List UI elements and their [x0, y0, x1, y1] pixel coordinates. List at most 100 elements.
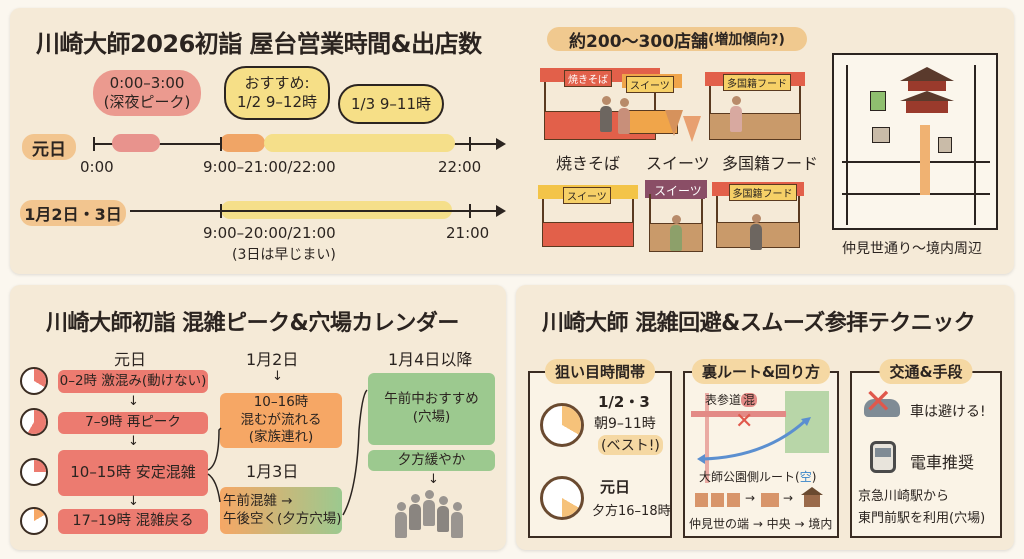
- row-label-jan2-3: 1月2日・3日: [20, 200, 126, 226]
- clock-icon: [20, 367, 48, 395]
- stores-count: 約200〜300店舗: [569, 31, 709, 52]
- day4-line: 午前中おすすめ: [384, 391, 479, 408]
- flow-arrows: [207, 389, 368, 516]
- tick: [469, 137, 471, 151]
- slot1-time: 朝9–11時: [594, 416, 656, 432]
- shops-icon: [695, 493, 741, 507]
- area-map: [832, 53, 998, 230]
- row-label-new-year: 元日: [22, 134, 76, 160]
- time-heading: 狙い目時間帯: [544, 359, 656, 384]
- bubble-recommend-jan3: 1/3 9–11時: [338, 84, 444, 124]
- down-arrow: ↓: [272, 369, 283, 384]
- transport-heading: 交通&手段: [879, 359, 973, 384]
- day3-heading: 1月3日: [246, 462, 299, 481]
- park-area: [870, 91, 886, 111]
- bubble-text: 1/2 9–12時: [236, 93, 318, 111]
- day3-line: 午後空く(夕方穴場): [223, 510, 342, 527]
- store-hours-title: 川崎大師2026初詣 屋台営業時間&出店数: [32, 24, 486, 61]
- day4-box: 午前中おすすめ (穴場): [368, 373, 495, 445]
- congested-tag: 混: [741, 393, 758, 407]
- time-card: 狙い目時間帯 1/2・3 朝9–11時 (ベスト!) 元日 夕方16–18時: [528, 359, 672, 538]
- bar-open-hours: [264, 134, 455, 152]
- stores-count-badge: 約200〜300店舗 (増加傾向?): [547, 27, 807, 52]
- day2-line: (家族連れ): [248, 429, 314, 446]
- car-icon: [864, 399, 900, 417]
- bar-late-night-peak: [112, 134, 160, 152]
- range-note: (3日は早じまい): [232, 247, 336, 263]
- stores-note: (増加傾向?): [708, 32, 785, 48]
- category-sweets: スイーツ: [646, 154, 710, 173]
- station-line2: 東門前駅を利用(穴場): [858, 511, 986, 526]
- bubble-recommend: おすすめ: 1/2 9–12時: [224, 66, 330, 120]
- timeline-arrow: [496, 138, 506, 150]
- train-note: 電車推奨: [910, 453, 975, 472]
- stall-illustration: スイーツ: [645, 180, 707, 252]
- clock-icon: [540, 403, 584, 447]
- ice-cream-icon: [683, 116, 701, 142]
- slot1-date: 1/2・3: [598, 393, 650, 411]
- stall-illustration: 多国籍フード: [705, 72, 805, 140]
- bubble-late-night-peak: 0:00–3:00 (深夜ピーク): [93, 70, 201, 116]
- slot2-time: 夕方16–18時: [592, 504, 671, 519]
- tick: [220, 137, 222, 151]
- tick: [93, 137, 95, 151]
- tick-label-end: 22:00: [438, 158, 482, 176]
- clock-icon: [20, 408, 48, 436]
- person-icon: [618, 98, 630, 134]
- tick-label-range: 9:00–21:00/22:00: [203, 158, 336, 176]
- day3-box: 午前混雑 → 午後空く(夕方穴場): [220, 487, 342, 534]
- day1-item: 17–19時 混雑戻る: [58, 509, 208, 534]
- day4-evening: 夕方緩やか: [368, 450, 495, 471]
- stall-sign: スイーツ: [626, 76, 674, 93]
- stall-icon: [761, 493, 779, 507]
- stall-sign: スイーツ: [651, 182, 705, 199]
- bubble-text: おすすめ:: [244, 74, 310, 93]
- clock-icon: [20, 458, 48, 486]
- clock-icon: [20, 507, 48, 535]
- end-label: 21:00: [446, 224, 490, 242]
- person-icon: [730, 96, 742, 132]
- day1-item: 10–15時 安定混雑: [58, 450, 208, 496]
- alt-route-label: 大師公園側ルート(空): [699, 468, 816, 485]
- down-arrow: ↓: [128, 494, 139, 509]
- alt-route-text: 大師公園側ルート(: [699, 470, 800, 484]
- calendar-title: 川崎大師初詣 混雑ピーク&穴場カレンダー: [42, 305, 463, 339]
- day1-item: 0–2時 激混み(動けない): [58, 370, 208, 393]
- slot2-date: 元日: [600, 478, 631, 496]
- day1-item: 7–9時 再ピーク: [58, 412, 208, 434]
- range-label: 9:00–20:00/21:00: [203, 224, 336, 242]
- nakamise-street: [920, 125, 930, 195]
- stall-sign: 多国籍フード: [728, 184, 797, 201]
- main-road: [691, 411, 786, 417]
- person-icon: [600, 96, 612, 132]
- day2-line: 混むが流れる: [240, 411, 322, 428]
- slot1-note: (ベスト!): [598, 435, 663, 455]
- bubble-text: 0:00–3:00: [109, 74, 185, 93]
- day2-line: 10–16時: [253, 394, 309, 411]
- station-line1: 京急川崎駅から: [858, 489, 950, 504]
- person-icon: [670, 215, 682, 251]
- arrow: →: [745, 491, 756, 505]
- down-arrow: ↓: [128, 394, 139, 409]
- no-car-cross-icon: ✕: [864, 382, 893, 422]
- stall-sign: 多国籍フード: [723, 74, 791, 91]
- day3-line: 午前混雑 →: [223, 492, 293, 509]
- alt-route-end: ): [811, 470, 817, 484]
- route-card: 裏ルート&回り方 表参道混 ✕ 大師公園側ルート(空) → → 仲見世の端 → …: [683, 359, 839, 538]
- clock-icon: [540, 476, 584, 520]
- tips-title: 川崎大師 混雑回避&スムーズ参拝テクニック: [537, 305, 980, 339]
- category-yakisoba: 焼きそば: [556, 154, 621, 173]
- train-icon: [870, 441, 896, 473]
- route-heading: 裏ルート&回り方: [691, 359, 831, 384]
- main-road-text: 表参道: [705, 393, 742, 407]
- tick: [469, 204, 471, 218]
- stall-illustration: スイーツ: [538, 185, 638, 247]
- day2-heading: 1月2日: [246, 350, 299, 369]
- category-international: 多国籍フード: [722, 154, 819, 173]
- timeline-arrow: [496, 205, 506, 217]
- tick-label-start: 0:00: [80, 158, 114, 176]
- alt-route-arrow: [697, 417, 811, 464]
- car-note: 車は避ける!: [910, 404, 986, 420]
- stall-sign: スイーツ: [563, 187, 611, 204]
- down-arrow: ↓: [128, 434, 139, 449]
